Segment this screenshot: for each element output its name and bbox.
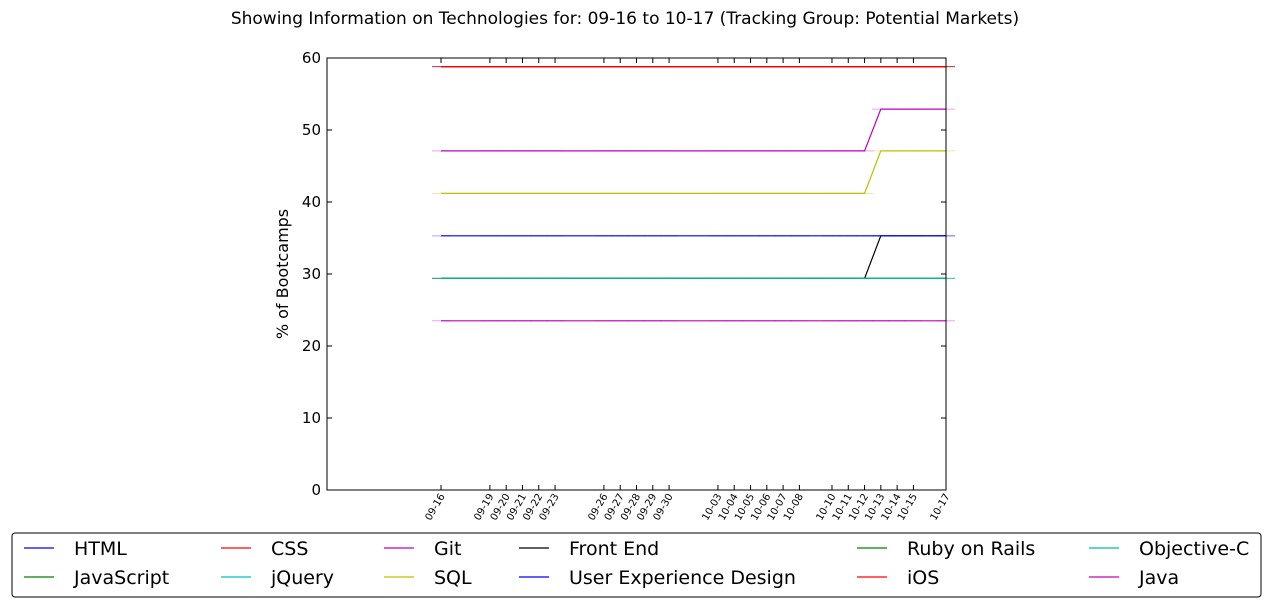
series-lines [432, 65, 955, 322]
y-tick-label: 30 [302, 265, 321, 283]
y-tick-label: 40 [302, 193, 321, 211]
y-axis-ticks: 0 10 20 30 40 50 60 [302, 49, 946, 499]
y-tick-label: 20 [302, 337, 321, 355]
y-axis-label: % of Bootcamps [273, 209, 292, 339]
legend-label: Java [1138, 567, 1179, 589]
series-line-sql [441, 150, 946, 194]
legend-label: Front End [569, 538, 659, 560]
legend-label: Ruby on Rails [907, 538, 1035, 560]
legend-label: Git [434, 538, 461, 560]
legend-label: JavaScript [73, 567, 169, 589]
y-tick-label: 50 [302, 121, 321, 139]
x-tick-label: 10-17 [929, 492, 953, 523]
legend-frame [11, 532, 1262, 598]
legend-label: jQuery [270, 567, 334, 589]
legend-label: User Experience Design [569, 567, 796, 589]
y-tick-label: 0 [311, 481, 321, 499]
legend: HTML JavaScript CSS jQuery Git SQL Front End Us… [11, 532, 1262, 598]
plot-area-frame [326, 57, 947, 491]
y-tick-label: 10 [302, 409, 321, 427]
x-tick-label: 09-16 [424, 492, 448, 523]
y-tick-label: 60 [302, 49, 321, 67]
legend-label: SQL [434, 567, 472, 589]
series-line-git [441, 108, 946, 152]
legend-label: CSS [271, 538, 308, 560]
legend-label: iOS [907, 567, 939, 589]
chart-title: Showing Information on Technologies for:… [231, 9, 1019, 29]
series-line-front-end [441, 235, 946, 279]
legend-label: HTML [74, 538, 127, 560]
legend-label: Objective-C [1139, 538, 1249, 560]
